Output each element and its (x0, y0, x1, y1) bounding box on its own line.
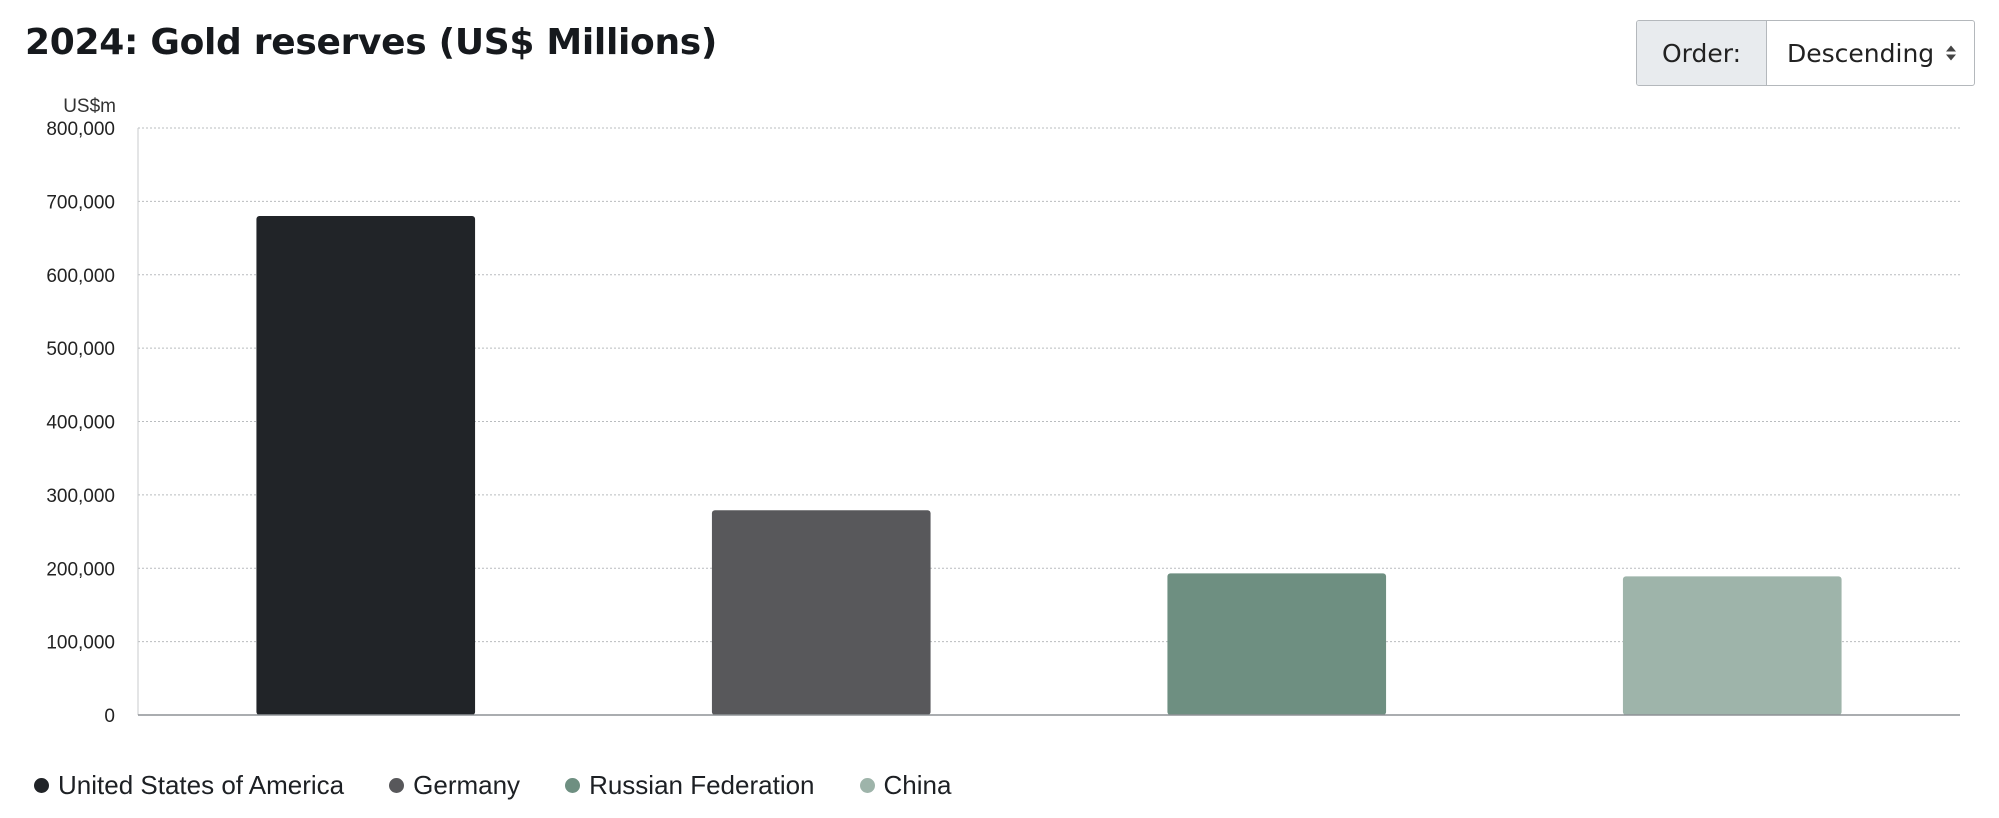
legend-dot-icon (565, 778, 581, 793)
legend-label: Russian Federation (589, 770, 815, 800)
y-tick-label: 300,000 (46, 486, 115, 507)
y-tick-label: 700,000 (46, 192, 115, 213)
legend-label: United States of America (58, 770, 345, 800)
bar-united-states-of-america[interactable] (256, 216, 476, 716)
sort-arrows-icon (1946, 45, 1956, 61)
legend: United States of America Germany Russian F… (34, 770, 951, 801)
y-axis: 0 100,000 200,000 300,000 400,000 500,000 600,… (46, 119, 1960, 727)
chart-title: 2024: Gold reserves (US$ Millions) (25, 22, 718, 63)
bar-china[interactable] (1622, 576, 1842, 715)
legend-item-china[interactable]: China (859, 770, 952, 801)
legend-dot-icon (34, 778, 49, 793)
y-tick-label: 500,000 (46, 339, 115, 360)
legend-item-germany[interactable]: Germany (389, 770, 520, 801)
y-tick-label: 200,000 (46, 559, 115, 580)
bar-germany[interactable] (711, 510, 931, 715)
y-tick-label: 400,000 (46, 413, 115, 434)
order-select[interactable]: Descending (1767, 21, 1974, 85)
bars (256, 216, 1842, 716)
y-tick-label: 600,000 (46, 266, 115, 287)
legend-label: China (883, 770, 952, 800)
order-label: Order: (1637, 21, 1767, 85)
order-selected-value: Descending (1787, 38, 1935, 68)
y-tick-label: 0 (104, 706, 115, 727)
order-control[interactable]: Order: Descending (1636, 20, 1975, 86)
y-unit-label: US$m (63, 96, 116, 117)
legend-item-united-states-of-america[interactable]: United States of America (34, 770, 344, 801)
legend-label: Germany (413, 770, 521, 800)
legend-dot-icon (859, 778, 875, 793)
legend-dot-icon (389, 778, 405, 793)
y-tick-label: 800,000 (46, 119, 115, 140)
bar-chart: US$m 0 100,000 200,000 300,000 400,000 500,00… (46, 96, 1960, 727)
bar-russian-federation[interactable] (1167, 573, 1387, 715)
y-tick-label: 100,000 (46, 633, 115, 654)
legend-item-russian-federation[interactable]: Russian Federation (565, 770, 815, 801)
